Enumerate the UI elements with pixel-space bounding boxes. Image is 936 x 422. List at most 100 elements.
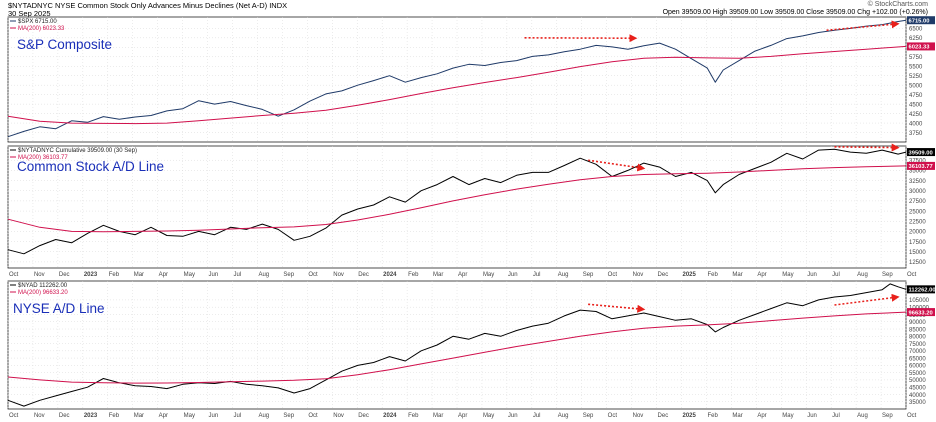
chart-header-title: $NYTADNYC NYSE Common Stock Only Advance… [8,1,288,10]
trend-arrow [834,143,900,152]
month-tick-label: 2025 [683,272,697,278]
month-tick-label: Feb [408,413,419,419]
month-tick-label: Feb [109,272,120,278]
legend-entry: MA(200) 6023.33 [18,26,65,32]
y-tick-label: 35000 [909,169,926,175]
last-value-tag-bg [907,42,935,51]
main-series-line [7,148,907,255]
month-tick-label: Aug [857,272,868,278]
legend-entry: MA(200) 96633.20 [18,290,68,296]
last-value-tag-bg [907,148,935,157]
main-series-line [7,19,907,138]
main-series-line [7,283,907,407]
y-tick-label: 75000 [909,342,926,348]
month-tick-label: Dec [59,413,70,419]
month-tick-label: Oct [608,413,618,419]
month-tick-label: Mar [433,413,443,419]
month-tick-label: Sep [283,413,294,419]
y-tick-label: 30000 [909,189,926,195]
month-tick-label: Dec [59,272,70,278]
month-tick-label: Aug [258,413,269,419]
month-tick-label: Oct [308,272,318,278]
last-value-tag: 112262.00 [909,288,936,294]
trend-arrow [588,159,646,172]
y-tick-label: 4750 [909,93,923,99]
legend-entry: $NYAD 112262.00 [18,283,68,289]
y-tick-label: 6500 [909,27,923,33]
month-tick-label: Nov [633,272,644,278]
y-tick-label: 4500 [909,102,923,108]
month-tick-label: 2023 [84,413,98,419]
y-tick-label: 37500 [909,159,926,165]
month-tick-label: Oct [9,413,19,419]
month-tick-label: Dec [658,413,669,419]
y-tick-label: 17500 [909,240,926,246]
month-tick-label: Mar [732,413,742,419]
y-tick-label: 5000 [909,83,923,89]
month-tick-label: Mar [433,272,443,278]
month-tick-label: Apr [458,272,467,278]
month-tick-label: Jul [234,272,242,278]
month-tick-label: Aug [558,413,569,419]
y-tick-label: 65000 [909,356,926,362]
month-tick-label: Sep [583,272,594,278]
month-axis: Oct Nov Dec 2023 Feb Mar Apr May Jun Jul Aug Sep Oct… [9,272,917,278]
y-tick-label: 6250 [909,36,923,42]
month-tick-label: Jul [832,413,840,419]
month-tick-label: Feb [408,272,419,278]
month-tick-label: May [782,413,793,419]
month-tick-label: Nov [34,413,45,419]
ohlc-readout: Open 39509.00 High 39509.00 Low 39509.00… [662,9,928,16]
panel-2: 12500 15000 17500 20000 22500 25000 27500 30000… [7,143,935,269]
month-tick-label: 2025 [683,413,697,419]
last-value-tag-bg [907,16,935,25]
y-tick-label: 55000 [909,371,926,377]
y-tick-label: 12500 [909,260,926,266]
panel-label: Common Stock A/D Line [17,159,164,174]
last-value-tag-bg [907,308,935,317]
month-tick-label: Apr [458,413,467,419]
month-tick-label: Apr [159,413,168,419]
month-tick-label: Mar [134,413,144,419]
y-tick-label: 105000 [909,298,930,304]
month-tick-label: Sep [283,272,294,278]
y-tick-label: 80000 [909,335,926,341]
month-tick-label: Sep [583,413,594,419]
month-tick-label: May [184,272,195,278]
month-tick-label: Jun [807,413,817,419]
month-tick-label: May [483,272,494,278]
last-value-tag-bg [907,285,935,294]
y-tick-label: 5750 [909,55,923,61]
legend-entry: $NYTADNYC Cumulative 39509.00 (30 Sep) [18,148,137,154]
month-tick-label: Nov [333,413,344,419]
month-tick-label: May [184,413,195,419]
month-tick-label: Sep [882,413,893,419]
last-value-tag-bg [907,161,935,170]
month-tick-label: May [782,272,793,278]
month-tick-label: Feb [707,272,718,278]
month-tick-label: Apr [757,272,766,278]
last-value-tag: 36103.77 [909,164,933,170]
y-tick-label: 40000 [909,393,926,399]
chart-header-date: 30 Sep 2025 [8,9,51,18]
y-tick-label: 50000 [909,378,926,384]
month-tick-label: Nov [633,413,644,419]
month-tick-label: Nov [333,272,344,278]
month-tick-label: 2023 [84,272,98,278]
month-tick-label: Aug [857,413,868,419]
ma200-line [7,311,907,384]
month-tick-label: 2024 [383,413,397,419]
month-tick-label: Dec [658,272,669,278]
month-tick-label: May [483,413,494,419]
panel-1: 3750400042504500475050005250550057506000… [7,16,935,143]
y-tick-label: 22500 [909,220,926,226]
y-tick-label: 4250 [909,112,923,118]
y-tick-label: 5250 [909,74,923,80]
month-tick-label: Oct [9,272,19,278]
month-axis: Oct Nov Dec 2023 Feb Mar Apr May Jun Jul Aug Sep Oct… [9,413,917,419]
ma200-line [7,165,907,233]
y-tick-label: 32500 [909,179,926,185]
y-tick-label: 90000 [909,320,926,326]
